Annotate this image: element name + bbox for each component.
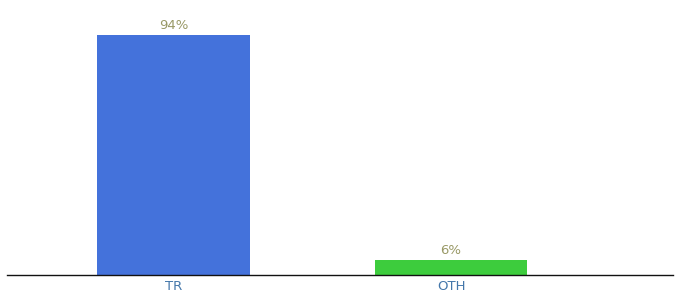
- Text: 94%: 94%: [159, 19, 188, 32]
- Text: 6%: 6%: [441, 244, 462, 257]
- Bar: [97, 35, 250, 275]
- Bar: [375, 260, 528, 275]
